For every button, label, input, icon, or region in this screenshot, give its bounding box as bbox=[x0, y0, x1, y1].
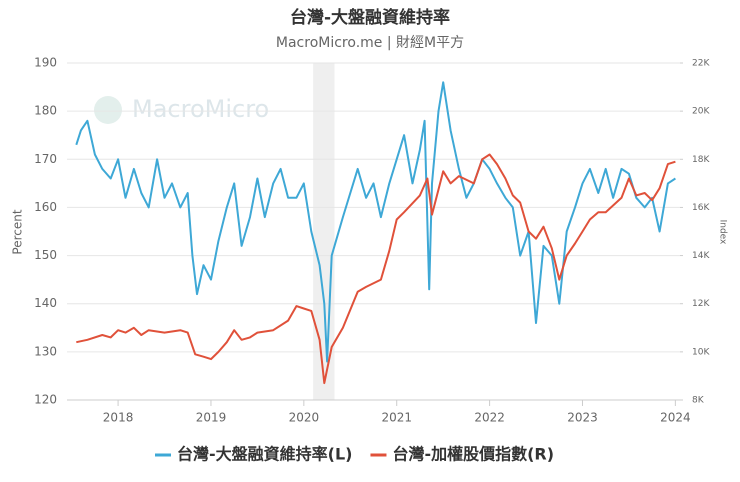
x-tick-label: 2021 bbox=[381, 411, 412, 425]
y2-tick-label: 20K bbox=[692, 107, 710, 117]
chart-title: 台灣-大盤融資維持率 bbox=[290, 7, 450, 28]
y2-tick-label: 22K bbox=[692, 59, 710, 69]
x-tick-label: 2019 bbox=[196, 411, 227, 425]
x-tick-label: 2020 bbox=[289, 411, 320, 425]
x-tick-label: 2023 bbox=[567, 411, 598, 425]
y2-tick-label: 12K bbox=[692, 299, 710, 309]
y-tick-label: 150 bbox=[34, 248, 57, 262]
y-tick-label: 140 bbox=[34, 296, 57, 310]
watermark-logo bbox=[94, 96, 122, 124]
series-line bbox=[75, 81, 676, 363]
y2-tick-label: 18K bbox=[692, 155, 710, 165]
legend-label: 台灣-加權股價指數(R) bbox=[392, 445, 554, 464]
y-tick-label: 190 bbox=[34, 56, 57, 70]
y2-tick-label: 14K bbox=[692, 251, 710, 261]
y2-tick-label: 8K bbox=[692, 396, 705, 406]
series-line bbox=[76, 153, 676, 385]
y2-tick-label: 16K bbox=[692, 203, 710, 213]
y-axis-label: Percent bbox=[11, 209, 25, 254]
y-tick-label: 180 bbox=[34, 104, 57, 118]
y-tick-label: 120 bbox=[34, 393, 57, 407]
chart-subtitle: MacroMicro.me | 財經M平方 bbox=[276, 35, 464, 51]
legend-label: 台灣-大盤融資維持率(L) bbox=[177, 445, 352, 464]
y2-axis-label: Index bbox=[718, 220, 728, 245]
x-tick-label: 2018 bbox=[103, 411, 134, 425]
y2-tick-label: 10K bbox=[692, 347, 710, 357]
x-tick-label: 2024 bbox=[660, 411, 691, 425]
y-tick-label: 170 bbox=[34, 152, 57, 166]
watermark: MacroMicro bbox=[132, 95, 269, 123]
x-tick-label: 2022 bbox=[474, 411, 505, 425]
y-tick-label: 130 bbox=[34, 344, 57, 358]
y-tick-label: 160 bbox=[34, 200, 57, 214]
